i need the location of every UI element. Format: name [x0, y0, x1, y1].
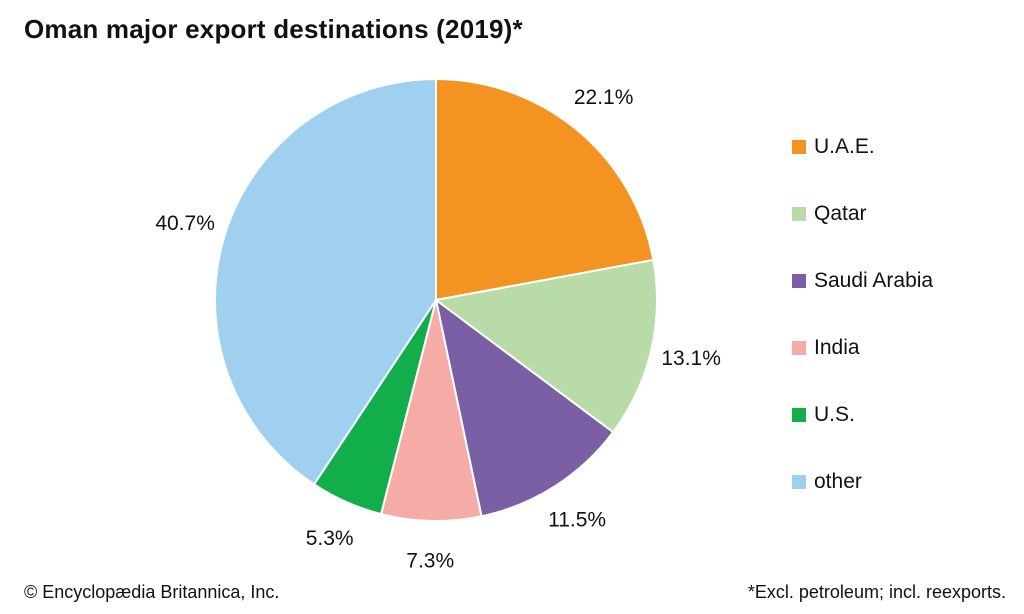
legend-swatch-saudi-arabia: [792, 273, 806, 288]
data-label-india: 7.3%: [406, 549, 454, 572]
pie-slice-india: [380, 299, 483, 522]
data-label-u-a-e: 22.1%: [574, 86, 634, 109]
legend-swatch-qatar: [792, 206, 806, 221]
legend-label-saudi-arabia: Saudi Arabia: [814, 268, 934, 292]
chart-title: Oman major export destinations (2019)*: [24, 14, 523, 44]
legend-item-u-s: U.S.: [792, 381, 933, 448]
legend-item-other: other: [792, 448, 933, 515]
data-label-u-s: 5.3%: [306, 527, 354, 550]
data-label-saudi-arabia: 11.5%: [548, 508, 606, 531]
legend-swatch-u-a-e: [792, 139, 806, 154]
legend-item-india: India: [792, 314, 933, 381]
legend-item-qatar: Qatar: [792, 180, 933, 247]
footnote: *Excl. petroleum; incl. reexports.: [747, 582, 1006, 602]
data-label-other: 40.7%: [155, 212, 215, 235]
pie-slice-saudi-arabia: [435, 299, 615, 518]
chart-legend: U.A.E. Qatar Saudi Arabia India U.S. other: [792, 113, 933, 515]
legend-swatch-u-s: [792, 407, 806, 422]
legend-label-qatar: Qatar: [814, 201, 867, 225]
legend-label-other: other: [814, 469, 862, 493]
copyright-credit: © Encyclopædia Britannica, Inc.: [24, 582, 280, 602]
pie-slice-other: [214, 78, 437, 486]
legend-item-saudi-arabia: Saudi Arabia: [792, 247, 933, 314]
pie-slice-qatar: [435, 258, 658, 434]
data-label-qatar: 13.1%: [661, 347, 721, 370]
legend-swatch-other: [792, 474, 806, 489]
legend-label-india: India: [814, 335, 860, 359]
legend-label-u-a-e: U.A.E.: [814, 134, 875, 158]
legend-swatch-india: [792, 340, 806, 355]
legend-item-u-a-e: U.A.E.: [792, 113, 933, 180]
pie-slice-u-a-e: [435, 78, 655, 301]
legend-label-u-s: U.S.: [814, 402, 855, 426]
